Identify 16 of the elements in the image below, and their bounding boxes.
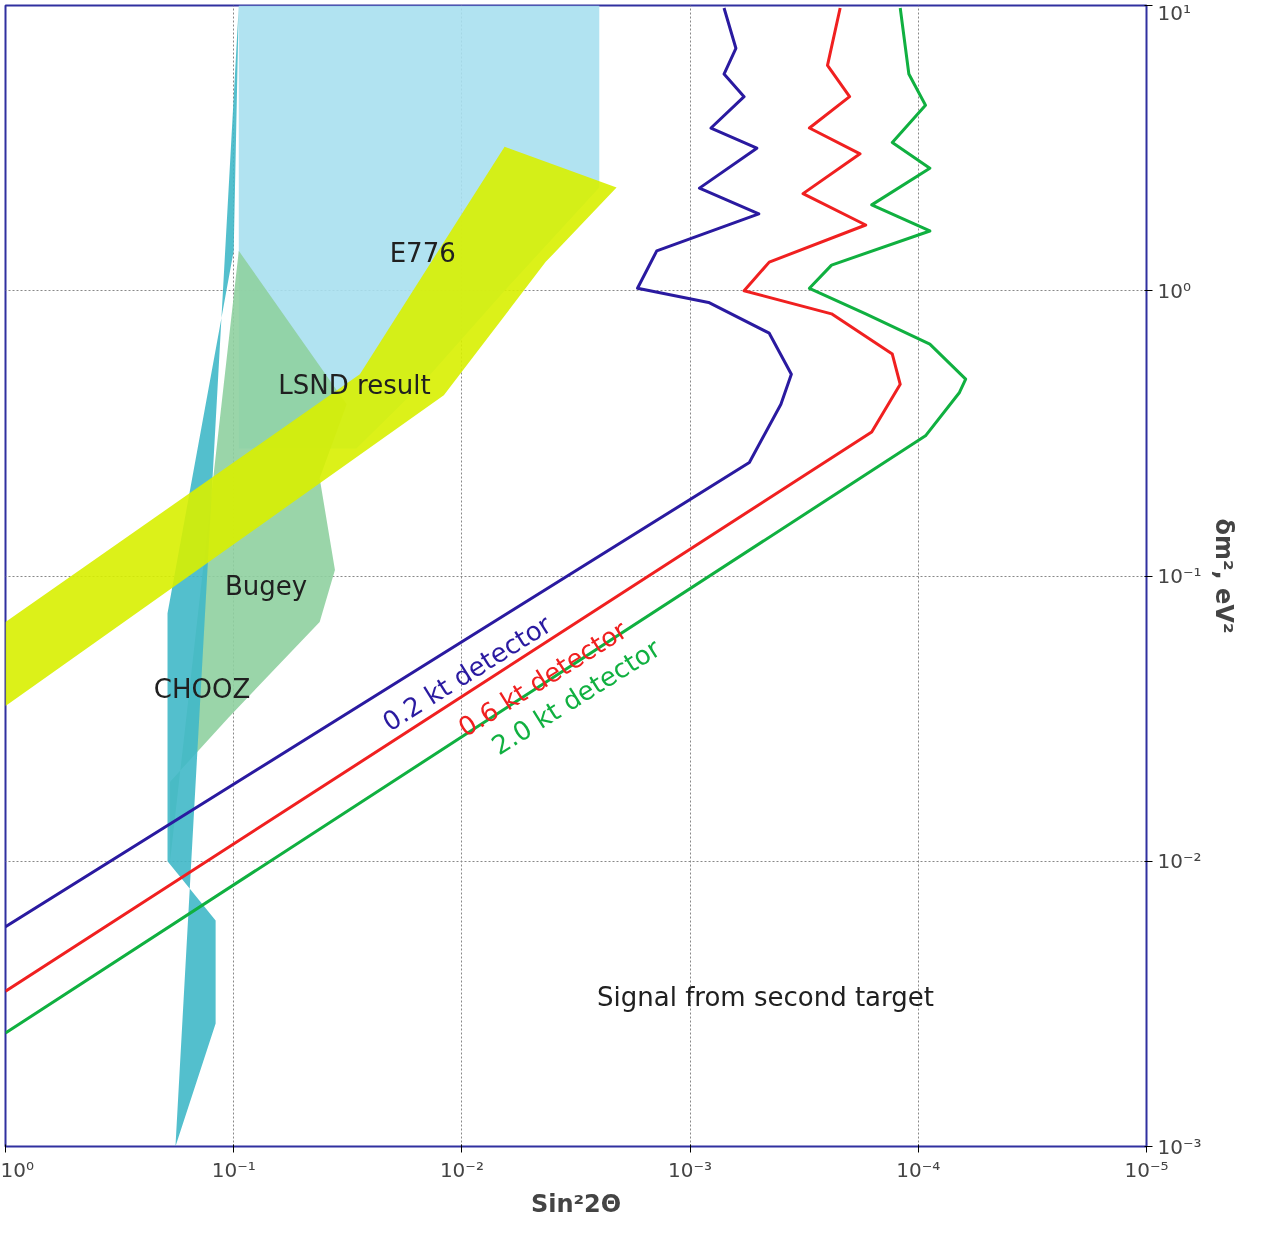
x-axis-title: Sin²2Θ <box>530 1189 622 1218</box>
x-tick-label: 10⁻⁵ <box>1124 1157 1169 1182</box>
y-tick-label: 10⁻¹ <box>1157 564 1202 588</box>
x-tick-label: 10⁻² <box>439 1157 484 1182</box>
y-tick-label: 10¹ <box>1157 0 1191 25</box>
y-tick-label: 10⁻³ <box>1157 1134 1202 1159</box>
x-tick-label: 10⁻¹ <box>211 1157 256 1182</box>
x-tick-label: 10⁻³ <box>668 1157 713 1182</box>
series-label: Bugey <box>224 570 308 601</box>
annotation: Signal from second target <box>597 981 934 1012</box>
y-axis-title: δm², eV² <box>1209 518 1238 634</box>
series-label: LSND result <box>278 369 431 400</box>
x-tick-label: 10⁰ <box>0 1157 34 1182</box>
y-tick-label: 10⁻² <box>1157 849 1202 874</box>
x-tick-label: 10⁻⁴ <box>896 1157 941 1182</box>
y-tick-label: 10⁰ <box>1157 278 1191 303</box>
